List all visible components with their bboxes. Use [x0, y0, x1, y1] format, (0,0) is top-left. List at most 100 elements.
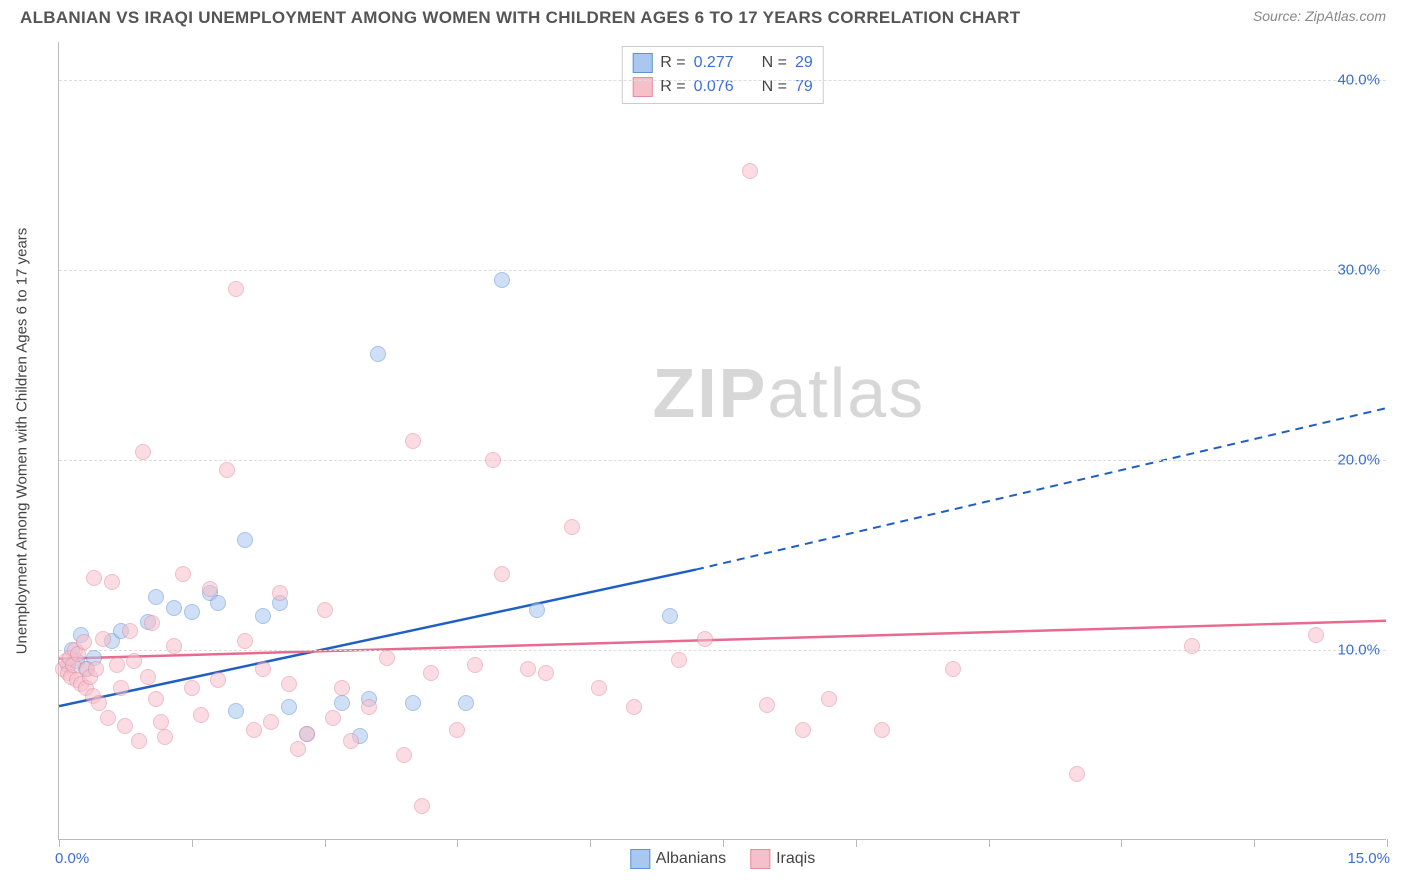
- data-point: [157, 729, 173, 745]
- watermark: ZIPatlas: [652, 353, 925, 433]
- legend-swatch: [750, 849, 770, 869]
- data-point: [281, 699, 297, 715]
- data-point: [272, 585, 288, 601]
- grid-line: [59, 270, 1386, 271]
- data-point: [626, 699, 642, 715]
- data-point: [795, 722, 811, 738]
- x-tick: [325, 839, 326, 847]
- data-point: [405, 433, 421, 449]
- series-swatch: [632, 53, 652, 73]
- data-point: [148, 589, 164, 605]
- trend-lines: [59, 42, 1386, 839]
- stat-n-value: 29: [795, 54, 813, 72]
- y-axis-title: Unemployment Among Women with Children A…: [14, 228, 31, 655]
- data-point: [591, 680, 607, 696]
- data-point: [100, 710, 116, 726]
- data-point: [697, 631, 713, 647]
- data-point: [343, 733, 359, 749]
- data-point: [1184, 638, 1200, 654]
- stat-row: R =0.277N =29: [632, 51, 813, 75]
- data-point: [662, 608, 678, 624]
- y-tick-label: 30.0%: [1337, 262, 1380, 279]
- data-point: [414, 798, 430, 814]
- data-point: [874, 722, 890, 738]
- grid-line: [59, 80, 1386, 81]
- data-point: [135, 444, 151, 460]
- x-tick: [192, 839, 193, 847]
- data-point: [228, 703, 244, 719]
- data-point: [237, 633, 253, 649]
- stat-r-label: R =: [660, 54, 685, 72]
- data-point: [325, 710, 341, 726]
- data-point: [485, 452, 501, 468]
- y-tick-label: 20.0%: [1337, 452, 1380, 469]
- correlation-stats-box: R =0.277N =29R =0.076N =79: [621, 46, 824, 104]
- data-point: [467, 657, 483, 673]
- x-tick: [723, 839, 724, 847]
- data-point: [104, 574, 120, 590]
- data-point: [166, 638, 182, 654]
- data-point: [396, 747, 412, 763]
- x-tick: [1121, 839, 1122, 847]
- x-tick: [856, 839, 857, 847]
- data-point: [126, 653, 142, 669]
- stat-row: R =0.076N =79: [632, 75, 813, 99]
- data-point: [742, 163, 758, 179]
- data-point: [529, 602, 545, 618]
- y-tick-label: 10.0%: [1337, 642, 1380, 659]
- data-point: [361, 699, 377, 715]
- data-point: [423, 665, 439, 681]
- data-point: [317, 602, 333, 618]
- data-point: [334, 695, 350, 711]
- data-point: [564, 519, 580, 535]
- data-point: [228, 281, 244, 297]
- data-point: [193, 707, 209, 723]
- x-tick: [989, 839, 990, 847]
- data-point: [379, 650, 395, 666]
- data-point: [166, 600, 182, 616]
- x-tick: [457, 839, 458, 847]
- series-legend: Albanians Iraqis: [630, 849, 815, 869]
- data-point: [219, 462, 235, 478]
- data-point: [175, 566, 191, 582]
- data-point: [210, 672, 226, 688]
- data-point: [821, 691, 837, 707]
- data-point: [95, 631, 111, 647]
- data-point: [759, 697, 775, 713]
- legend-item: Iraqis: [750, 849, 815, 869]
- data-point: [91, 695, 107, 711]
- data-point: [153, 714, 169, 730]
- legend-label: Iraqis: [776, 850, 815, 868]
- data-point: [458, 695, 474, 711]
- x-tick: [590, 839, 591, 847]
- data-point: [538, 665, 554, 681]
- stat-n-label: N =: [762, 54, 787, 72]
- data-point: [255, 608, 271, 624]
- data-point: [1069, 766, 1085, 782]
- x-tick: [1254, 839, 1255, 847]
- data-point: [255, 661, 271, 677]
- legend-label: Albanians: [656, 850, 726, 868]
- data-point: [520, 661, 536, 677]
- data-point: [86, 570, 102, 586]
- data-point: [334, 680, 350, 696]
- data-point: [144, 615, 160, 631]
- data-point: [76, 634, 92, 650]
- data-point: [109, 657, 125, 673]
- x-tick: [59, 839, 60, 847]
- chart-title: ALBANIAN VS IRAQI UNEMPLOYMENT AMONG WOM…: [20, 8, 1020, 28]
- data-point: [281, 676, 297, 692]
- chart-header: ALBANIAN VS IRAQI UNEMPLOYMENT AMONG WOM…: [0, 0, 1406, 32]
- x-tick: [1387, 839, 1388, 847]
- data-point: [370, 346, 386, 362]
- data-point: [148, 691, 164, 707]
- data-point: [131, 733, 147, 749]
- data-point: [113, 680, 129, 696]
- x-axis-min-label: 0.0%: [55, 850, 89, 867]
- data-point: [1308, 627, 1324, 643]
- data-point: [184, 680, 200, 696]
- data-point: [671, 652, 687, 668]
- data-point: [117, 718, 133, 734]
- data-point: [299, 726, 315, 742]
- data-point: [140, 669, 156, 685]
